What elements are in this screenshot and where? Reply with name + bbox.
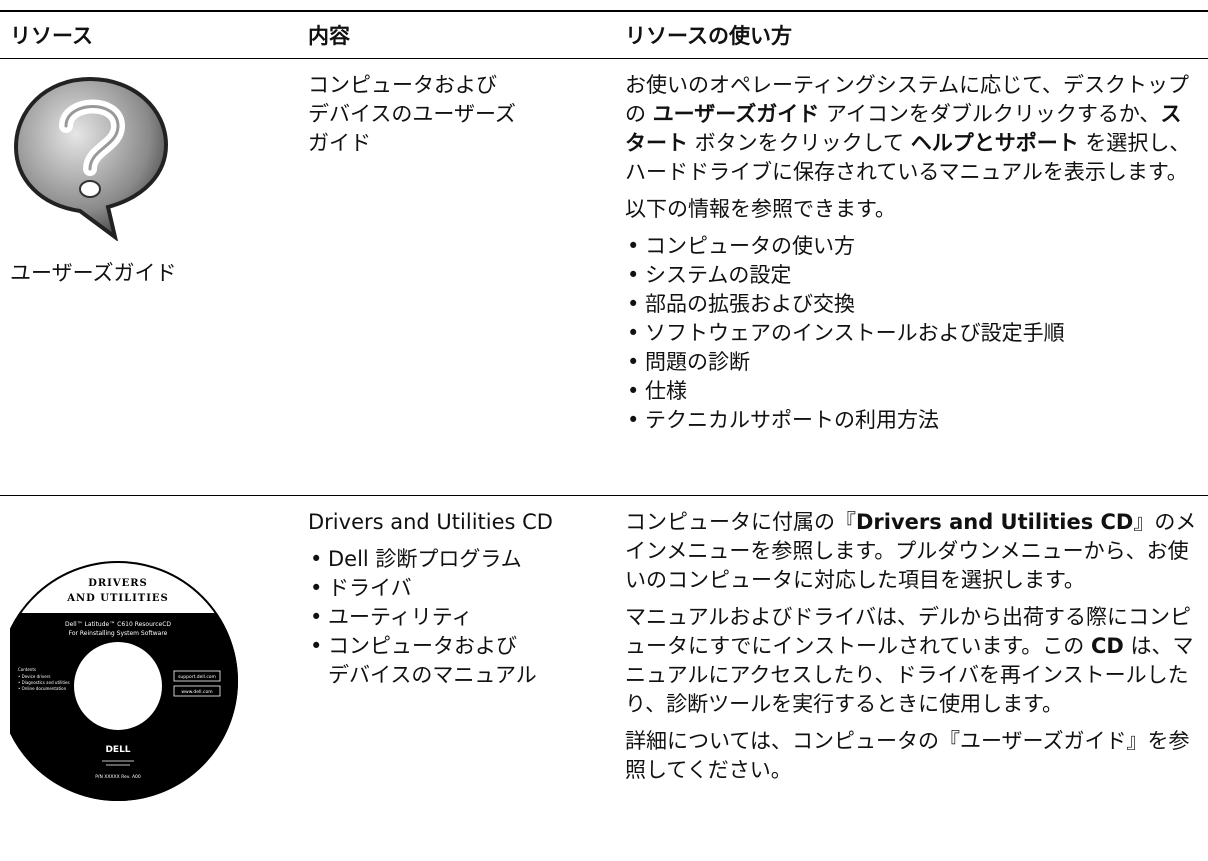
question-dot <box>79 180 101 198</box>
bullet-item: ドライバ <box>308 574 605 603</box>
bullet-item: システムの設定 <box>625 261 1198 290</box>
cd-contents-heading: Contents <box>18 667 36 672</box>
paragraph: お使いのオペレーティングシステムに応じて、デスクトップの ユーザーズガイド アイ… <box>625 71 1198 187</box>
bold-text: スタート <box>625 102 1182 155</box>
bullet-line: ドライバ <box>328 576 412 600</box>
bullet-item: ソフトウェアのインストールおよび設定手順 <box>625 319 1198 348</box>
cd-brand: DELL <box>105 745 130 755</box>
help-icon <box>13 76 169 241</box>
text: 詳細については、コンピュータの『ユーザーズガイド』を参照してください。 <box>625 729 1190 782</box>
content-line: コンピュータおよび <box>308 73 497 97</box>
text: マニュアルおよびドライバは、デルから出荷する際にコンピュータにすでにインストール… <box>625 605 1191 658</box>
text: お使いのオペレーティングシステムに応じて、デスクトップの <box>625 73 1190 126</box>
bold-text: ヘルプとサポート <box>910 131 1079 155</box>
column-header: リソース <box>0 10 298 59</box>
cd-link-box <box>173 670 221 682</box>
bullet-item: 仕様 <box>625 377 1198 406</box>
bullet-line: デバイスのマニュアル <box>328 663 537 687</box>
resource-cell: ユーザーズガイド <box>0 58 298 496</box>
bullet-line: Dell 診断プログラム <box>328 547 522 571</box>
bullet-list: Dell 診断プログラムドライバユーティリティコンピュータおよびデバイスのマニュ… <box>308 545 605 690</box>
bullet-item: ユーティリティ <box>308 603 605 632</box>
bold-text: CD <box>1090 634 1124 658</box>
text: アイコンをダブルクリックするか、 <box>819 102 1161 126</box>
cd-part-number: P/N XXXXX Rev. A00 <box>95 774 141 780</box>
page: リソース 内容 リソースの使い方 ユーザーズガイド コンピュータおよび デバイスのユーザ… <box>0 10 1208 861</box>
bullet-item: コンピュータの使い方 <box>625 232 1198 261</box>
content-cell: コンピュータおよび デバイスのユーザーズ ガイド <box>298 58 615 496</box>
cd-title: AND UTILITIES <box>66 593 169 604</box>
header-row: リソース 内容 リソースの使い方 <box>0 10 1208 59</box>
cd-subtitle: For Reinstalling System Software <box>69 630 168 637</box>
paragraph: 以下の情報を参照できます。 <box>625 195 1198 224</box>
bullet-line: コンピュータおよび <box>328 634 517 658</box>
bullet-item: 部品の拡張および交換 <box>625 290 1198 319</box>
content-title: Drivers and Utilities CD <box>308 510 553 534</box>
bullet-item: Dell 診断プログラム <box>308 545 605 574</box>
column-header: リソースの使い方 <box>615 10 1208 59</box>
bullet-item: テクニカルサポートの利用方法 <box>625 406 1198 435</box>
cd-link: support.dell.com <box>178 674 216 680</box>
content-line: デバイスのユーザーズ <box>308 102 516 126</box>
bold-text: Drivers and Utilities CD <box>856 510 1134 534</box>
usage-cell: コンピュータに付属の『Drivers and Utilities CD』のメイン… <box>615 496 1208 813</box>
text: 以下の情報を参照できます。 <box>625 197 896 221</box>
cd-link-box <box>173 685 221 697</box>
cd-hole <box>74 642 162 730</box>
cd-image: DRIVERS AND UTILITIES Dell™ Latitude™ C610… <box>10 561 238 801</box>
text: コンピュータに付属の『 <box>625 510 856 534</box>
cd-link: www.dell.com <box>181 689 212 695</box>
bold-text: ユーザーズガイド <box>652 102 820 126</box>
content-line: ガイド <box>308 131 371 155</box>
resource-table: リソース 内容 リソースの使い方 ユーザーズガイド コンピュータおよび デバイスのユーザ… <box>0 10 1208 812</box>
bullet-item: 問題の診断 <box>625 348 1198 377</box>
paragraph: 詳細については、コンピュータの『ユーザーズガイド』を参照してください。 <box>625 727 1198 785</box>
cd-rim <box>10 561 238 801</box>
column-header: 内容 <box>298 10 615 59</box>
paragraph: マニュアルおよびドライバは、デルから出荷する際にコンピュータにすでにインストール… <box>625 603 1198 719</box>
content-cell: Drivers and Utilities CD Dell 診断プログラムドライバ… <box>298 496 615 813</box>
cd-contents-item: • Online documentation <box>18 686 67 691</box>
bullet-line: ユーティリティ <box>328 605 473 629</box>
text: ボタンをクリックして <box>688 131 911 155</box>
table-body: ユーザーズガイド コンピュータおよび デバイスのユーザーズ ガイド お使いのオペレーティ… <box>0 58 1208 813</box>
resource-label: ユーザーズガイド <box>10 261 177 285</box>
paragraph: コンピュータに付属の『Drivers and Utilities CD』のメイン… <box>625 508 1198 595</box>
usage-cell: お使いのオペレーティングシステムに応じて、デスクトップの ユーザーズガイド アイ… <box>615 58 1208 496</box>
text: 』のメインメニューを参照します。プルダウンメニューから、お使いのコンピュータに対… <box>625 510 1197 592</box>
cd-contents-item: • Device drivers <box>18 674 50 679</box>
cd-title: DRIVERS <box>88 578 148 589</box>
table-row: DRIVERS AND UTILITIES Dell™ Latitude™ C610… <box>0 496 1208 813</box>
table-row: ユーザーズガイド コンピュータおよび デバイスのユーザーズ ガイド お使いのオペレーティ… <box>0 58 1208 496</box>
bullet-list: コンピュータの使い方システムの設定部品の拡張および交換ソフトウェアのインストール… <box>625 232 1198 435</box>
resource-cell: DRIVERS AND UTILITIES Dell™ Latitude™ C610… <box>0 496 298 813</box>
text: を選択し、ハードドライブに保存されているマニュアルを表示します。 <box>625 131 1191 184</box>
text: は、マニュアルにアクセスしたり、ドライバを再インストールしたり、診断ツールを実行… <box>625 634 1194 716</box>
question-mark-outline <box>64 105 120 171</box>
cd-subtitle: Dell™ Latitude™ C610 ResourceCD <box>65 621 171 628</box>
cd-contents-item: • Diagnostics and utilities <box>18 680 70 685</box>
